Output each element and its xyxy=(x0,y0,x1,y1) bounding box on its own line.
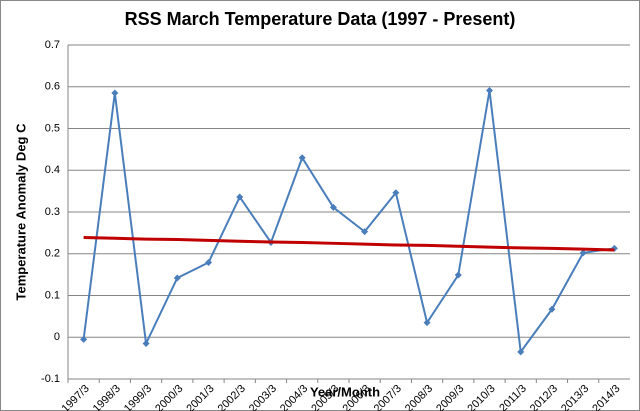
data-point xyxy=(454,271,462,279)
series-line xyxy=(83,235,615,252)
y-axis-title: Temperature Anomaly Deg C xyxy=(13,123,28,301)
data-point xyxy=(236,193,244,201)
x-axis-title: Year/Month xyxy=(310,384,380,399)
data-point xyxy=(392,189,400,197)
data-point xyxy=(80,335,88,343)
data-point xyxy=(486,87,493,95)
y-tick-label: 0.3 xyxy=(45,206,60,218)
data-point xyxy=(517,348,525,356)
y-tick-label: 0.6 xyxy=(45,81,60,93)
data-point xyxy=(205,259,212,267)
data-point xyxy=(548,305,556,313)
y-tick-label: 0 xyxy=(54,331,60,343)
data-point xyxy=(298,154,306,162)
y-tick-label: 0.7 xyxy=(45,39,60,51)
data-point xyxy=(423,319,431,327)
data-point xyxy=(111,89,119,97)
data-point xyxy=(142,340,150,348)
series-line xyxy=(82,90,615,355)
y-tick-label: 0.1 xyxy=(45,289,60,301)
y-tick-label: 0.2 xyxy=(45,248,60,260)
chart-title: RSS March Temperature Data (1997 - Prese… xyxy=(125,9,516,29)
data-point xyxy=(361,228,369,236)
data-point xyxy=(329,203,337,211)
y-tick-label: -0.1 xyxy=(41,373,60,385)
data-point xyxy=(579,249,587,257)
data-point xyxy=(173,274,181,282)
y-tick-label: 0.5 xyxy=(45,122,60,134)
y-tick-label: 0.4 xyxy=(45,164,60,176)
